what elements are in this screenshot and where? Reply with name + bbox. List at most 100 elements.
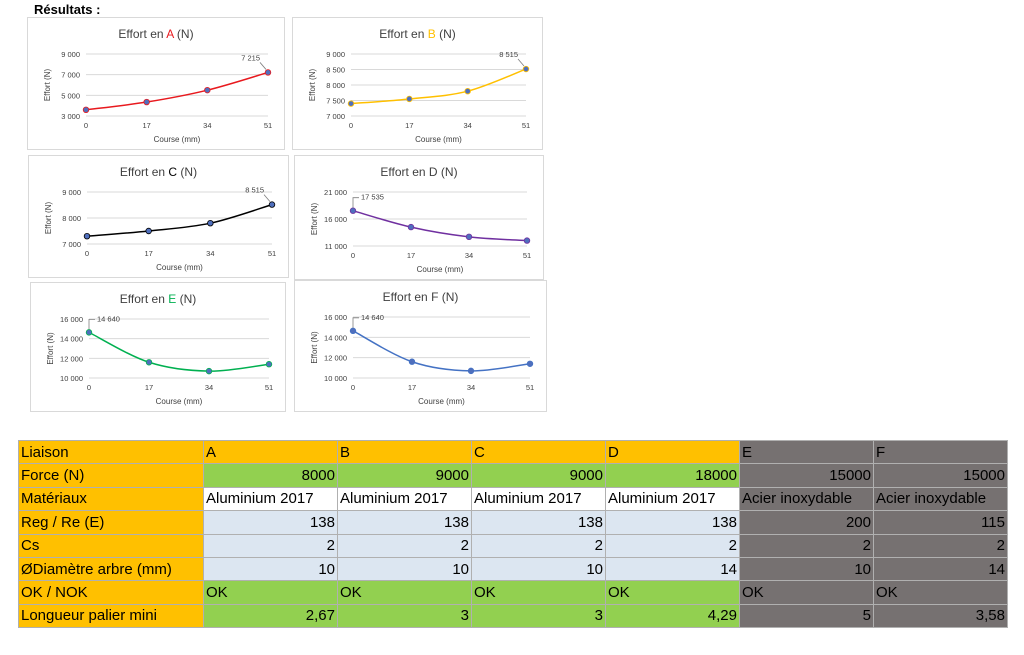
table-cell[interactable]: 3,58 bbox=[873, 603, 1008, 629]
series-line bbox=[85, 71, 269, 111]
data-point bbox=[522, 65, 530, 73]
chart-effort-b[interactable]: Effort en B (N) 7 000 7 500 8 000 8 500 9 000… bbox=[292, 17, 543, 150]
data-label: 17 535 bbox=[361, 193, 384, 202]
table-cell[interactable]: OK bbox=[605, 580, 740, 605]
y-tick-label: 8 000 bbox=[326, 81, 345, 90]
table-cell[interactable]: 138 bbox=[471, 510, 606, 535]
data-label: 8 515 bbox=[499, 50, 518, 59]
row-label[interactable]: ØDiamètre arbre (mm) bbox=[18, 556, 204, 582]
table-cell[interactable]: E bbox=[739, 439, 874, 465]
x-tick-label: 17 bbox=[145, 383, 153, 392]
table-cell[interactable]: 10 bbox=[739, 556, 874, 582]
table-row: Longueur palier mini 2,67 3 3 4,29 5 3,58 bbox=[18, 603, 1008, 629]
table-cell[interactable]: 138 bbox=[203, 510, 338, 535]
table-cell[interactable]: 200 bbox=[739, 510, 874, 535]
table-cell[interactable]: 14 bbox=[873, 556, 1008, 582]
x-tick-label: 51 bbox=[268, 249, 276, 258]
chart-title-letter: C bbox=[168, 165, 177, 179]
x-axis-label: Course (mm) bbox=[418, 397, 465, 406]
table-cell[interactable]: 138 bbox=[605, 510, 740, 535]
y-axis-label: Effort (N) bbox=[44, 202, 53, 235]
chart-svg: Effort en E (N) 10 000 12 000 14 000 16 000 0… bbox=[46, 292, 273, 406]
table-cell[interactable]: 15000 bbox=[873, 463, 1008, 488]
y-tick-label: 7 000 bbox=[61, 71, 80, 80]
row-label[interactable]: Cs bbox=[18, 533, 204, 558]
chart-title-suffix: (N) bbox=[438, 290, 458, 304]
y-tick-label: 9 000 bbox=[61, 50, 80, 59]
table-cell[interactable]: 2 bbox=[739, 533, 874, 558]
table-cell[interactable]: 15000 bbox=[739, 463, 874, 488]
table-cell[interactable]: 2 bbox=[471, 533, 606, 558]
y-tick-label: 7 500 bbox=[326, 97, 345, 106]
row-label[interactable]: Force (N) bbox=[18, 463, 204, 488]
y-tick-label: 12 000 bbox=[60, 354, 83, 363]
table-cell[interactable]: 2 bbox=[337, 533, 472, 558]
x-tick-label: 0 bbox=[351, 251, 355, 260]
table-cell[interactable]: 18000 bbox=[605, 463, 740, 488]
table-cell[interactable]: 9000 bbox=[337, 463, 472, 488]
table-cell[interactable]: 115 bbox=[873, 510, 1008, 535]
data-label: 7 215 bbox=[241, 53, 260, 62]
series-line bbox=[352, 330, 531, 372]
y-tick-label: 9 000 bbox=[62, 188, 81, 197]
table-cell[interactable]: F bbox=[873, 439, 1008, 465]
table-cell[interactable]: 3 bbox=[471, 603, 606, 629]
table-cell[interactable]: 138 bbox=[337, 510, 472, 535]
table-cell[interactable]: OK bbox=[471, 580, 606, 605]
table-cell[interactable]: D bbox=[605, 439, 740, 465]
table-cell[interactable]: Acier inoxydable bbox=[873, 486, 1008, 512]
row-label[interactable]: Liaison bbox=[18, 439, 204, 465]
x-axis-label: Course (mm) bbox=[417, 265, 464, 274]
table-cell[interactable]: C bbox=[471, 439, 606, 465]
table-cell[interactable]: 3 bbox=[337, 603, 472, 629]
table-cell[interactable]: Aluminium 2017 bbox=[471, 486, 606, 512]
chart-title-suffix: (N) bbox=[177, 165, 197, 179]
y-tick-label: 12 000 bbox=[324, 354, 347, 363]
data-point bbox=[145, 227, 152, 235]
table-cell[interactable]: 2 bbox=[203, 533, 338, 558]
table-cell[interactable]: Aluminium 2017 bbox=[337, 486, 472, 512]
table-cell[interactable]: 5 bbox=[739, 603, 874, 629]
data-point bbox=[407, 223, 415, 231]
results-heading: Résultats : bbox=[34, 2, 101, 17]
chart-effort-a[interactable]: Effort en A (N) 3 000 5 000 7 000 9 000 0 17 34… bbox=[27, 17, 285, 150]
chart-title-suffix: (N) bbox=[174, 27, 194, 41]
y-tick-label: 16 000 bbox=[324, 313, 347, 322]
data-label-leader bbox=[88, 318, 95, 330]
x-tick-label: 0 bbox=[87, 383, 91, 392]
x-tick-label: 51 bbox=[265, 383, 273, 392]
table-cell[interactable]: 9000 bbox=[471, 463, 606, 488]
table-cell[interactable]: Aluminium 2017 bbox=[605, 486, 740, 512]
table-cell[interactable]: 10 bbox=[471, 556, 606, 582]
table-cell[interactable]: OK bbox=[337, 580, 472, 605]
table-cell[interactable]: 10 bbox=[203, 556, 338, 582]
table-cell[interactable]: OK bbox=[739, 580, 874, 605]
table-cell[interactable]: 2,67 bbox=[203, 603, 338, 629]
table-cell[interactable]: B bbox=[337, 439, 472, 465]
table-cell[interactable]: 14 bbox=[605, 556, 740, 582]
chart-effort-c[interactable]: Effort en C (N) 7 000 8 000 9 000 0 17 34 51 Cou… bbox=[28, 155, 289, 278]
table-cell[interactable]: 4,29 bbox=[605, 603, 740, 629]
chart-title: Effort en C (N) bbox=[120, 165, 197, 179]
y-tick-label: 21 000 bbox=[324, 188, 347, 197]
chart-effort-d[interactable]: Effort en D (N) 11 000 16 000 21 000 0 17 34 51… bbox=[294, 155, 544, 280]
row-label[interactable]: Matériaux bbox=[18, 486, 204, 512]
chart-effort-f[interactable]: Effort en F (N) 10 000 12 000 14 000 16 000 0… bbox=[294, 280, 547, 412]
row-label[interactable]: OK / NOK bbox=[18, 580, 204, 605]
table-cell[interactable]: 2 bbox=[873, 533, 1008, 558]
table-cell[interactable]: Acier inoxydable bbox=[739, 486, 874, 512]
table-cell[interactable]: 8000 bbox=[203, 463, 338, 488]
table-cell[interactable]: 2 bbox=[605, 533, 740, 558]
row-label[interactable]: Longueur palier mini bbox=[18, 603, 204, 629]
table-cell[interactable]: Aluminium 2017 bbox=[203, 486, 338, 512]
data-point bbox=[204, 86, 211, 94]
chart-effort-e[interactable]: Effort en E (N) 10 000 12 000 14 000 16 000 0… bbox=[30, 282, 286, 412]
data-point bbox=[523, 237, 531, 244]
table-cell[interactable]: A bbox=[203, 439, 338, 465]
table-cell[interactable]: OK bbox=[873, 580, 1008, 605]
data-point bbox=[526, 360, 534, 367]
y-tick-label: 5 000 bbox=[61, 91, 80, 100]
table-cell[interactable]: 10 bbox=[337, 556, 472, 582]
table-cell[interactable]: OK bbox=[203, 580, 338, 605]
row-label[interactable]: Reg / Re (E) bbox=[18, 510, 204, 535]
